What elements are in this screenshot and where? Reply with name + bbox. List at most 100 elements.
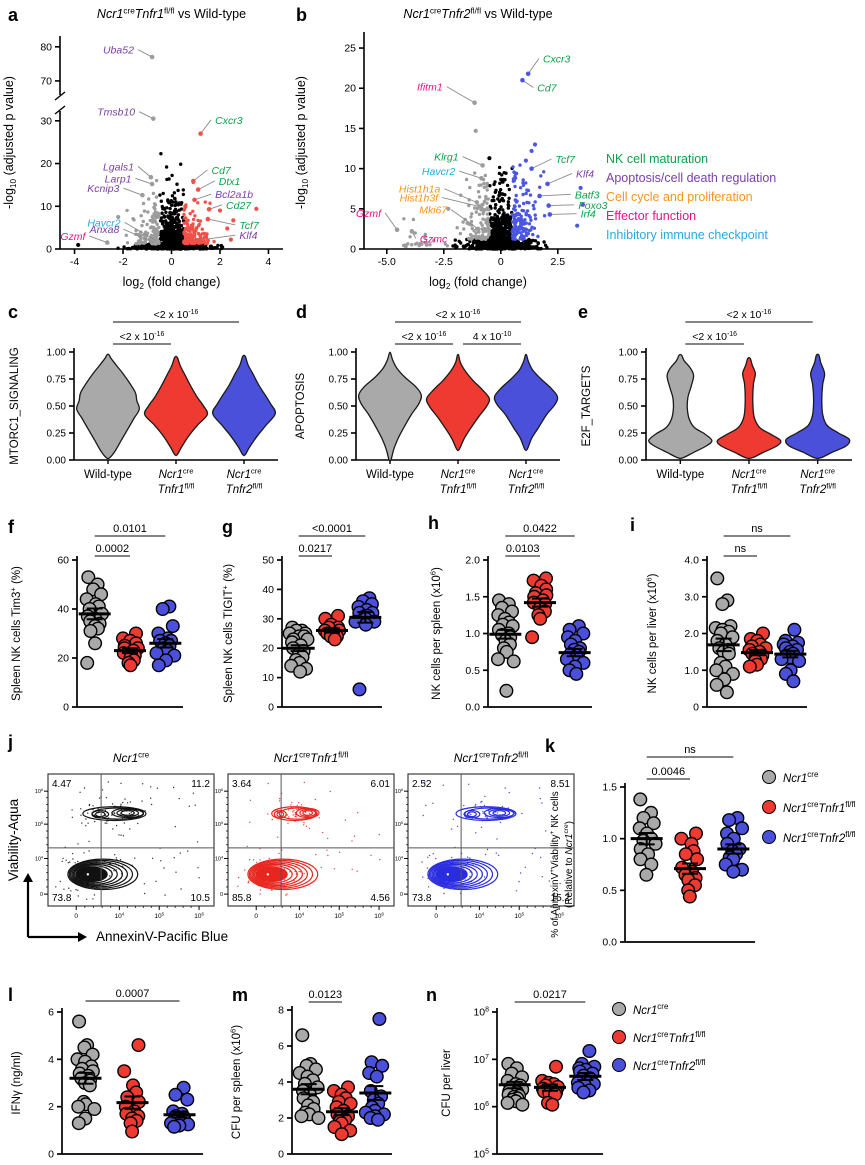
svg-text:Foxo3: Foxo3 [578, 200, 607, 212]
svg-text:0.00: 0.00 [619, 456, 639, 467]
svg-text:105: 105 [215, 821, 223, 828]
svg-text:APOPTOSIS: APOPTOSIS [295, 373, 307, 440]
svg-text:-log10 (adjusted p value): -log10 (adjusted p value) [2, 76, 18, 209]
svg-text:Hist1h1a: Hist1h1a [399, 184, 441, 196]
legend-item-genotype-2: Ncr1creTnfr2fl/fl [612, 1058, 705, 1072]
svg-text:Irf4: Irf4 [581, 209, 596, 221]
svg-text:70: 70 [40, 75, 52, 87]
svg-text:Uba52: Uba52 [103, 45, 134, 57]
svg-text:-log10 (adjusted p value): -log10 (adjusted p value) [294, 76, 310, 209]
svg-text:<0.0001: <0.0001 [312, 523, 352, 535]
svg-text:Ncr1cre: Ncr1cre [113, 750, 150, 765]
svg-text:Tmsb10: Tmsb10 [97, 107, 135, 119]
svg-text:0: 0 [278, 1149, 284, 1161]
svg-text:2.5: 2.5 [550, 256, 565, 268]
svg-text:Anxa8: Anxa8 [89, 224, 120, 236]
svg-text:Dtx1: Dtx1 [219, 176, 241, 188]
svg-text:0: 0 [63, 702, 69, 714]
svg-text:6: 6 [278, 1041, 284, 1053]
svg-text:Mki67: Mki67 [419, 205, 448, 217]
panel-label-l: l [8, 985, 14, 1005]
svg-text:Spleen NK cells Tim3+ (%): Spleen NK cells Tim3+ (%) [9, 566, 23, 701]
svg-text:1.0: 1.0 [602, 833, 617, 845]
svg-text:<2 x 10-16: <2 x 10-16 [402, 331, 447, 343]
svg-text:106: 106 [374, 912, 384, 920]
svg-text:ns: ns [684, 744, 696, 756]
svg-text:3.0: 3.0 [684, 591, 699, 603]
svg-text:108: 108 [473, 1007, 489, 1019]
svg-text:Klf4: Klf4 [239, 230, 257, 242]
svg-text:Larp1: Larp1 [105, 173, 132, 185]
svg-text:Tnfr1fl/fl: Tnfr1fl/fl [440, 482, 477, 496]
genotype-label: Ncr1creTnfr2fl/fl [783, 829, 856, 845]
svg-text:log2 (fold change): log2 (fold change) [429, 275, 527, 291]
svg-text:6.01: 6.01 [371, 779, 391, 790]
svg-text:Cxcr3: Cxcr3 [215, 115, 243, 127]
svg-text:NK cells per spleen (x106): NK cells per spleen (x106) [429, 567, 443, 700]
svg-text:(Relative to Ncr1cre): (Relative to Ncr1cre) [563, 821, 575, 908]
legend-item-apoptosis: Apoptosis/cell death regulation [606, 171, 777, 185]
svg-text:73.8: 73.8 [412, 893, 432, 904]
legend-item-genotype-1: Ncr1creTnfr1fl/fl [612, 1030, 705, 1045]
legend-item-genotype-1: Ncr1creTnfr1fl/fl [762, 800, 855, 815]
svg-text:Ncr1cre: Ncr1cre [509, 467, 544, 481]
svg-text:1.0: 1.0 [465, 628, 480, 640]
svg-text:Spleen NK cells TIGIT+ (%): Spleen NK cells TIGIT+ (%) [221, 564, 235, 703]
genotype-dot-icon [612, 1002, 626, 1017]
svg-text:104: 104 [215, 855, 223, 862]
panel-label-k: k [545, 736, 556, 756]
svg-text:<2 x 10-16: <2 x 10-16 [154, 309, 199, 321]
svg-text:2: 2 [48, 1101, 54, 1113]
svg-text:Ncr1creTnfr1fl/fl: Ncr1creTnfr1fl/fl [274, 750, 349, 765]
svg-text:2: 2 [217, 256, 223, 268]
svg-text:40: 40 [57, 604, 69, 616]
svg-text:-5.0: -5.0 [378, 256, 396, 268]
svg-text:5: 5 [350, 203, 356, 215]
panel-b-volcano-chart: 0 5 10 15 20 25 -5.0 -2.5 0 2.5 Ncr1creTnfr2fl/fl … [294, 6, 608, 291]
svg-text:2: 2 [278, 1113, 284, 1125]
panel-f-dotplot-chart: 0 20 40 60 0.0002 0.0101 Spleen NK cells Tim3+… [9, 523, 183, 714]
svg-text:Cd27: Cd27 [226, 200, 252, 212]
svg-text:105: 105 [473, 1149, 489, 1161]
svg-text:Wild-type: Wild-type [656, 469, 704, 481]
panel-j-flow-cytometry: Ncr1cre 4.47 11.2 73.8 10.5 0 104 105 106 0 104 105… [6, 750, 575, 944]
svg-text:2.0: 2.0 [684, 628, 699, 640]
svg-text:104: 104 [35, 855, 43, 862]
svg-text:0: 0 [350, 244, 356, 256]
genotype-label: Ncr1creTnfr1fl/fl [783, 799, 856, 815]
svg-text:Cd7: Cd7 [537, 82, 557, 94]
panel-l-dotplot-chart: 0 2 4 6 0.0007 IFNγ (ng/ml) [11, 988, 203, 1161]
svg-text:Tcf7: Tcf7 [239, 220, 260, 232]
svg-text:10: 10 [40, 201, 52, 213]
svg-text:106: 106 [215, 788, 223, 795]
svg-text:0.0103: 0.0103 [506, 543, 540, 555]
svg-text:4: 4 [266, 256, 272, 268]
svg-text:30: 30 [40, 115, 52, 127]
svg-text:0.25: 0.25 [329, 429, 349, 440]
panel-label-d: d [296, 302, 307, 322]
panel-a-volcano-chart: 0 10 20 30 70 80 -4 -2 0 2 4 Ncr1creTnfr1fl/fl vs W… [2, 6, 283, 291]
svg-text:Gzmc: Gzmc [420, 234, 448, 246]
svg-text:Tnfr1fl/fl: Tnfr1fl/fl [158, 482, 195, 496]
svg-text:Ifitm1: Ifitm1 [417, 82, 443, 94]
svg-text:Tnfr2fl/fl: Tnfr2fl/fl [508, 482, 545, 496]
svg-text:4: 4 [48, 1054, 54, 1066]
svg-text:1.5: 1.5 [602, 782, 617, 794]
svg-text:Havcr2: Havcr2 [422, 166, 455, 178]
svg-text:0.25: 0.25 [47, 429, 67, 440]
svg-text:20: 20 [40, 158, 52, 170]
svg-text:0: 0 [434, 913, 438, 920]
svg-text:Ncr1creTnfr2fl/fl vs Wild-type: Ncr1creTnfr2fl/fl vs Wild-type [403, 6, 552, 21]
svg-text:0.0: 0.0 [465, 702, 480, 714]
genotype-dot-icon [612, 1030, 626, 1045]
svg-text:0: 0 [400, 892, 403, 898]
svg-text:Tcf7: Tcf7 [556, 154, 577, 166]
svg-text:0.0007: 0.0007 [116, 988, 150, 1000]
svg-text:Ncr1cre: Ncr1cre [441, 467, 476, 481]
svg-text:0.0123: 0.0123 [309, 989, 343, 1001]
svg-text:Wild-type: Wild-type [366, 469, 414, 481]
svg-text:104: 104 [395, 855, 403, 862]
svg-text:% of AnnexinV+Viability+ NK ce: % of AnnexinV+Viability+ NK cells [549, 791, 561, 938]
svg-text:1.0: 1.0 [684, 665, 699, 677]
